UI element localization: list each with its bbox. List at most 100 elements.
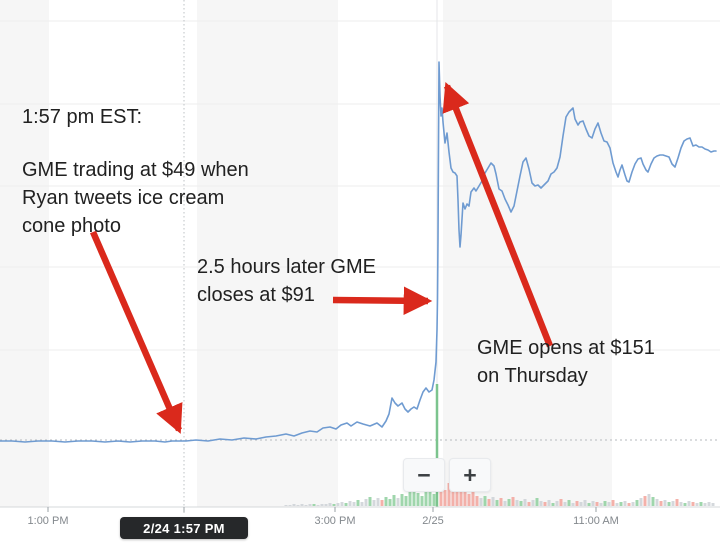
volume-bar	[296, 505, 300, 506]
volume-bar	[655, 499, 659, 506]
volume-bar	[591, 501, 595, 506]
volume-bar	[687, 501, 691, 506]
volume-bar	[360, 502, 364, 506]
volume-bar	[396, 498, 400, 506]
volume-bar	[416, 493, 420, 506]
annotation-tweet-line2: Ryan tweets ice cream	[22, 187, 225, 209]
volume-bar	[567, 500, 571, 506]
volume-bar	[551, 503, 555, 506]
annotation-tweet: GME trading at $49 when Ryan tweets ice …	[22, 156, 249, 240]
volume-bar	[511, 497, 515, 506]
volume-bar	[400, 494, 404, 506]
volume-bar	[487, 499, 491, 506]
volume-bar	[368, 497, 372, 506]
volume-bar	[663, 500, 667, 506]
volume-bar	[599, 503, 603, 506]
volume-bar	[563, 502, 567, 506]
zoom-out-button[interactable]: −	[403, 458, 445, 492]
volume-bar	[372, 500, 376, 506]
volume-bar	[583, 500, 587, 506]
volume-bar	[667, 502, 671, 506]
volume-bar	[324, 504, 328, 506]
annotation-open: GME opens at $151 on Thursday	[477, 334, 655, 390]
volume-bar	[607, 502, 611, 506]
volume-bar	[443, 490, 447, 506]
volume-bar	[683, 503, 687, 506]
close-arrow	[332, 286, 433, 316]
volume-bar	[535, 498, 539, 506]
volume-bar	[352, 502, 356, 506]
volume-bar	[643, 496, 647, 506]
volume-bar	[404, 496, 408, 506]
market-closed-band	[0, 0, 49, 507]
minus-icon: −	[417, 461, 431, 488]
volume-bar	[539, 501, 543, 506]
plus-icon: +	[463, 461, 477, 488]
volume-bar	[615, 503, 619, 506]
volume-bar	[412, 490, 416, 506]
annotation-open-line2: on Thursday	[477, 365, 588, 387]
annotation-tweet-line1: GME trading at $49 when	[22, 159, 249, 181]
volume-bar	[527, 502, 531, 506]
volume-bar	[619, 502, 623, 506]
volume-bar	[388, 499, 392, 506]
zoom-controls: − +	[403, 458, 491, 492]
volume-bar	[479, 498, 483, 506]
volume-bar	[364, 499, 368, 506]
x-axis-label-1pm: 1:00 PM	[27, 515, 69, 527]
volume-bar	[627, 503, 631, 506]
volume-bar	[384, 497, 388, 506]
volume-bar	[531, 500, 535, 506]
zoom-in-button[interactable]: +	[449, 458, 491, 492]
volume-bar	[695, 503, 699, 506]
volume-bar	[543, 502, 547, 506]
volume-bar	[455, 485, 459, 506]
volume-bar	[392, 495, 396, 506]
volume-bar	[483, 496, 487, 506]
volume-bar	[711, 503, 715, 506]
volume-bar	[491, 497, 495, 506]
volume-bar	[675, 499, 679, 506]
volume-bar	[659, 501, 663, 506]
annotation-time-line: 1:57 pm EST:	[22, 106, 143, 128]
volume-bar	[408, 492, 412, 506]
volume-bar	[340, 502, 344, 506]
open-arrow	[442, 82, 554, 348]
annotation-open-line1: GME opens at $151	[477, 337, 655, 359]
volume-bar	[587, 503, 591, 506]
annotation-close: 2.5 hours later GME closes at $91	[197, 253, 376, 309]
volume-bar	[428, 489, 432, 506]
volume-bar	[679, 502, 683, 506]
price-line	[0, 61, 717, 443]
volume-bar	[304, 505, 308, 506]
volume-bar	[356, 500, 360, 506]
annotation-close-line2: closes at $91	[197, 284, 315, 306]
volume-bar	[451, 488, 455, 506]
volume-bar	[284, 505, 288, 506]
volume-bar	[308, 504, 312, 506]
annotation-close-line1: 2.5 hours later GME	[197, 256, 376, 278]
annotation-time: 1:57 pm EST:	[22, 103, 142, 131]
annotation-tweet-line3: cone photo	[22, 215, 121, 237]
market-closed-band	[197, 0, 338, 507]
volume-bar	[671, 501, 675, 506]
market-closed-band	[443, 0, 612, 507]
volume-bar	[579, 502, 583, 506]
cursor-time-tooltip: 2/24 1:57 PM	[120, 517, 248, 539]
volume-bar	[499, 498, 503, 506]
volume-bar	[651, 497, 655, 506]
volume-bar	[332, 504, 336, 506]
volume-bar	[376, 498, 380, 506]
volume-bar	[603, 501, 607, 506]
volume-bar	[575, 501, 579, 506]
volume-bar	[707, 502, 711, 506]
volume-bar	[631, 502, 635, 506]
volume-bar	[467, 494, 471, 506]
volume-bar	[380, 500, 384, 506]
volume-bar	[495, 500, 499, 506]
volume-bar	[623, 501, 627, 506]
volume-bar	[459, 492, 463, 506]
volume-bar	[344, 503, 348, 506]
volume-bar	[595, 502, 599, 506]
